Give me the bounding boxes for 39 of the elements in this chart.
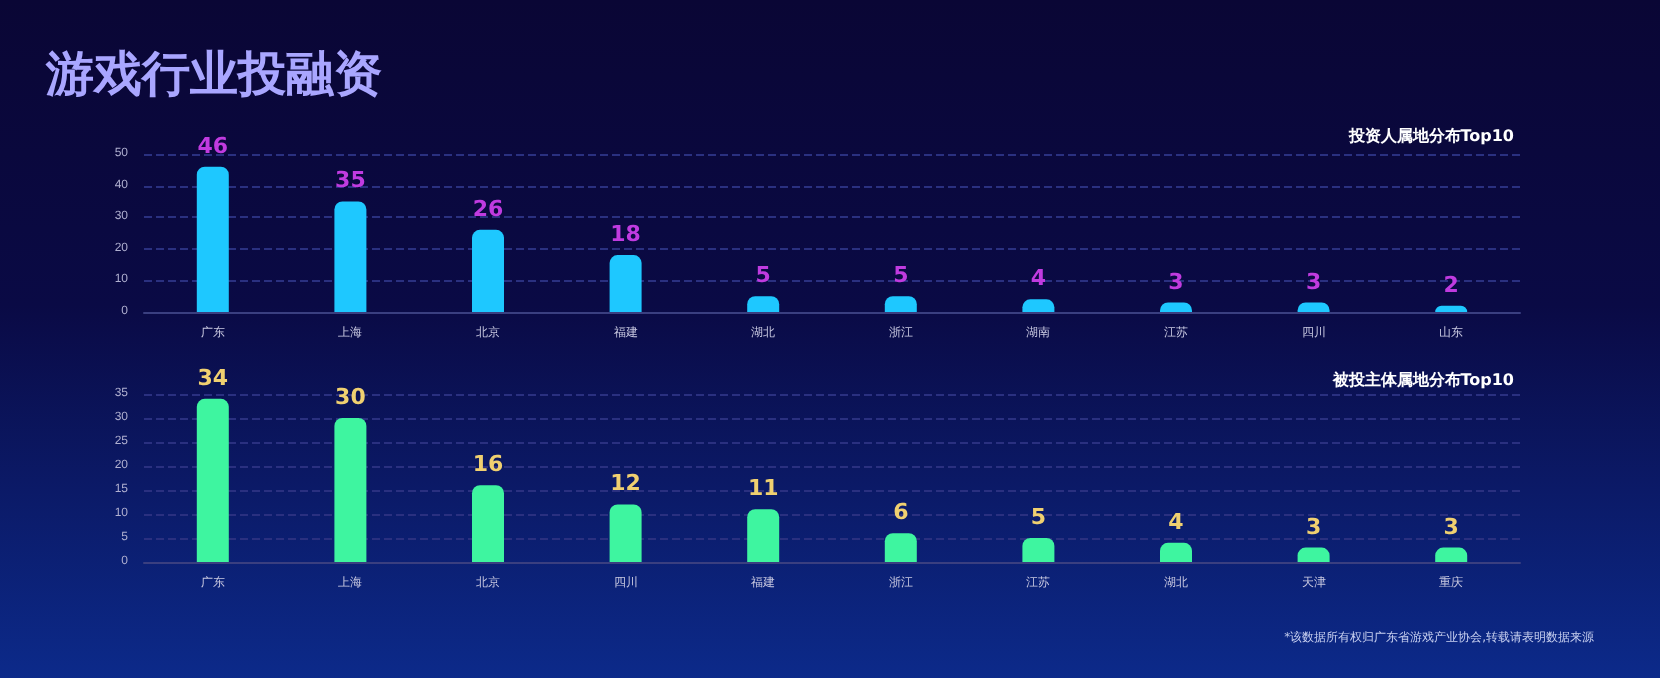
bar (1022, 538, 1055, 562)
chart-title: 游戏行业投融资 (44, 46, 382, 102)
chart-title: 被投主体属地分布Top10 (1330, 369, 1515, 389)
data-label: 4 (1030, 265, 1047, 292)
data-label: 5 (893, 262, 909, 289)
bar (334, 418, 367, 562)
bar (1160, 542, 1192, 562)
bar (609, 255, 642, 312)
data-label: 6 (893, 499, 910, 526)
data-label: 3 (1305, 513, 1322, 540)
bar (609, 504, 642, 562)
bar (196, 398, 229, 562)
bar (196, 166, 229, 312)
bar (747, 509, 780, 562)
data-label: 12 (610, 470, 641, 497)
bar (747, 296, 780, 312)
bar (884, 533, 917, 562)
data-label: 26 (472, 195, 504, 222)
data-label: 5 (755, 262, 771, 289)
data-label: 3 (1168, 268, 1184, 295)
data-label: 18 (610, 221, 641, 248)
data-label: 16 (472, 451, 504, 478)
chart-subtitle: 投资人属地分布Top10 (1346, 127, 1515, 145)
bar (884, 296, 917, 312)
data-label: 3 (1443, 513, 1459, 540)
data-label: 11 (747, 475, 779, 502)
data-label: 34 (197, 364, 229, 391)
bar (472, 229, 504, 312)
bar (334, 201, 367, 312)
bar (472, 485, 504, 562)
data-label: 35 (335, 167, 366, 194)
data-label: 3 (1305, 268, 1322, 295)
data-label: 4 (1168, 508, 1185, 535)
data-label: 30 (335, 384, 367, 410)
bar (1297, 547, 1330, 562)
data-label: 2 (1443, 271, 1459, 298)
bar (1435, 547, 1468, 562)
data-label: 5 (1030, 504, 1047, 530)
data-label: 46 (197, 132, 229, 159)
